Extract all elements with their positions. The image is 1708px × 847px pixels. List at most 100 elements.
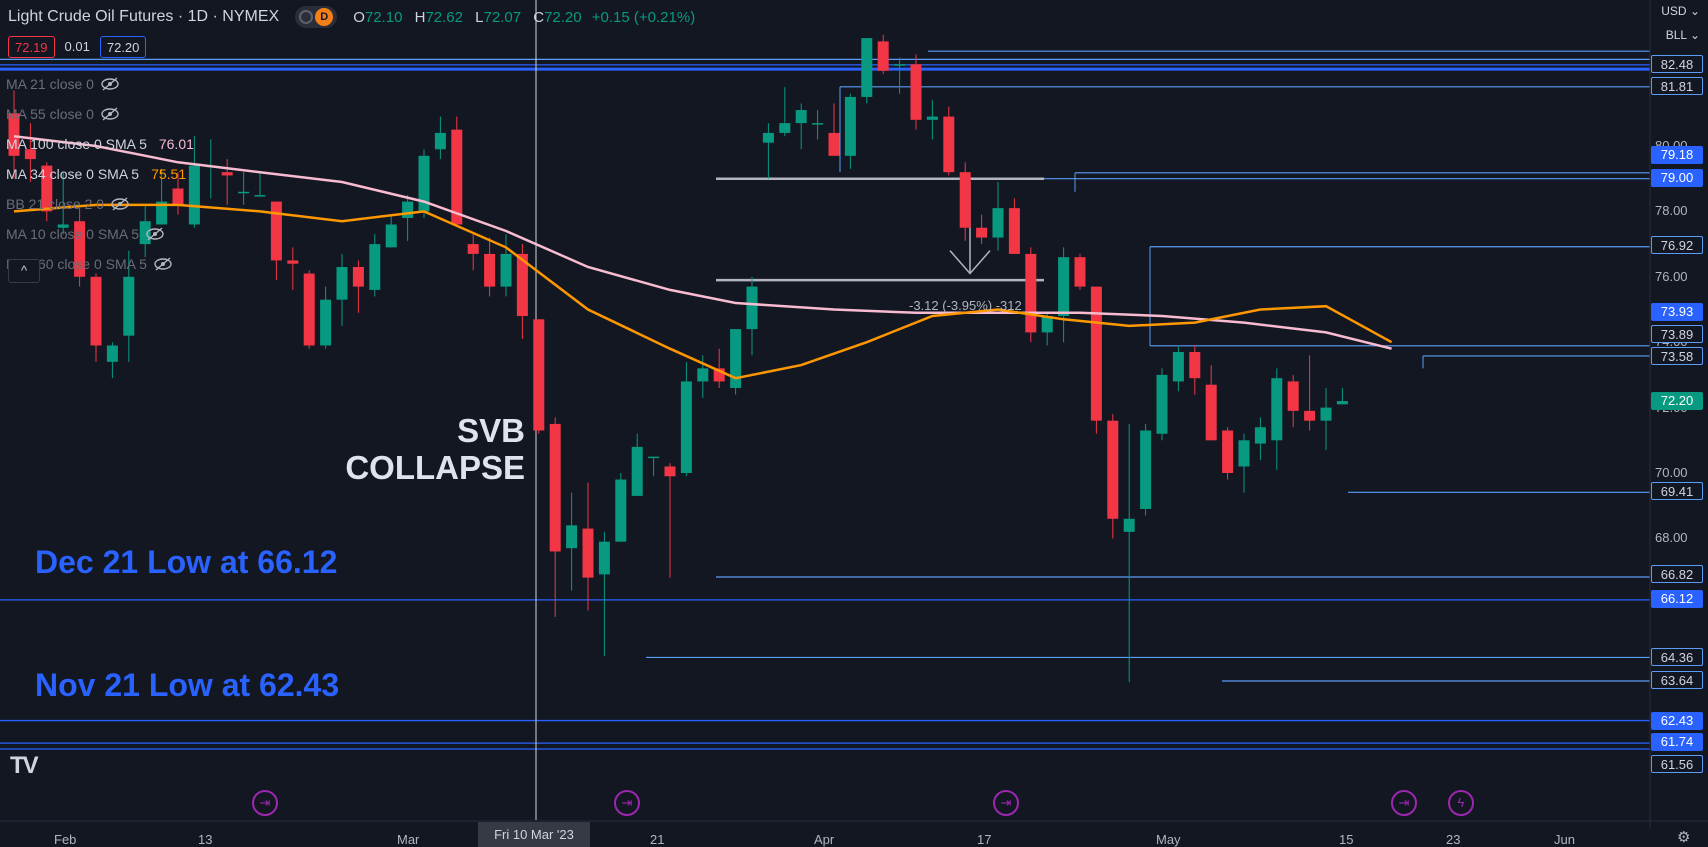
lightning-event-icon[interactable]: ϟ: [1448, 790, 1474, 816]
price-level-label[interactable]: 79.18: [1651, 146, 1703, 164]
indicator-row[interactable]: MA 260 close 0 SMA 5: [6, 256, 173, 272]
price-chart[interactable]: [0, 0, 1708, 829]
svb-line-2: COLLAPSE: [345, 449, 525, 486]
candle-body: [156, 201, 168, 225]
hidden-eye-icon[interactable]: [153, 257, 173, 271]
indicator-row[interactable]: MA 34 close 0 SMA 5 75.51: [6, 166, 186, 182]
price-level-label[interactable]: 81.81: [1651, 77, 1703, 95]
hidden-eye-icon[interactable]: [110, 197, 130, 211]
candle-body: [861, 38, 873, 97]
candle-body: [24, 149, 36, 160]
price-level-label[interactable]: 61.74: [1651, 733, 1703, 751]
candle-body: [1090, 286, 1102, 421]
candle-body: [418, 155, 430, 212]
high-value: 72.62: [425, 8, 463, 26]
delayed-badge: D: [315, 8, 334, 26]
candle-body: [1205, 384, 1217, 441]
open-label: O: [353, 8, 365, 26]
candle-body: [795, 110, 807, 124]
time-tick-label: 23: [1446, 832, 1461, 847]
candle-body: [1287, 381, 1299, 411]
candle-body: [385, 224, 397, 248]
indicator-label: MA 34 close 0 SMA 5: [6, 166, 140, 182]
price-level-label[interactable]: 61.56: [1651, 755, 1703, 773]
price-level-label[interactable]: 76.92: [1651, 236, 1703, 254]
price-level-label[interactable]: 64.36: [1651, 648, 1703, 666]
candle-body: [680, 381, 692, 473]
indicator-row[interactable]: BB 21 close 2 0: [6, 196, 130, 212]
candle-body: [582, 528, 594, 578]
price-level-label[interactable]: 79.00: [1651, 169, 1703, 187]
sell-button[interactable]: 72.19: [8, 36, 55, 58]
buy-button[interactable]: 72.20: [99, 36, 147, 58]
candle-body: [320, 299, 332, 346]
chevron-down-icon: ⌄: [1689, 28, 1700, 42]
candle-body: [516, 253, 528, 317]
candle-body: [467, 244, 479, 254]
candle-body: [566, 525, 578, 549]
candle-body: [1320, 407, 1332, 421]
collapse-legend-button[interactable]: ^: [8, 259, 40, 283]
candle-body: [1172, 352, 1184, 382]
dec-low-annotation: Dec 21 Low at 66.12: [35, 544, 338, 580]
indicator-row[interactable]: MA 10 close 0 SMA 5: [6, 226, 165, 242]
candle-body: [188, 165, 200, 225]
market-status-icon: [299, 10, 314, 24]
economic-event-icon[interactable]: ⇥: [614, 790, 640, 816]
economic-event-icon[interactable]: ⇥: [993, 790, 1019, 816]
candle-body: [434, 132, 446, 150]
settings-gear-icon[interactable]: ⚙: [1677, 829, 1691, 846]
candle-body: [1041, 316, 1053, 333]
tradingview-logo[interactable]: TV: [10, 752, 39, 779]
candle-body: [74, 221, 86, 277]
ma34-line: [13, 203, 1393, 380]
indicator-row[interactable]: MA 21 close 0: [6, 76, 120, 92]
ma100-line: [13, 134, 1392, 350]
candle-body: [812, 123, 824, 125]
unit-label: BLL: [1665, 28, 1687, 42]
price-level-label[interactable]: 63.64: [1651, 671, 1703, 689]
data-status: D: [295, 6, 338, 28]
price-level-label[interactable]: 73.58: [1651, 347, 1703, 365]
price-level-label[interactable]: 73.93: [1651, 303, 1703, 321]
currency-selector[interactable]: USD ⌄: [1661, 4, 1700, 18]
candle-body: [1074, 257, 1086, 287]
hidden-eye-icon[interactable]: [145, 227, 165, 241]
measure-arrow-head: [949, 250, 991, 275]
indicator-label: MA 10 close 0 SMA 5: [6, 226, 140, 242]
candle-body: [500, 253, 512, 287]
price-tick-label: 76.00: [1655, 268, 1688, 284]
time-tick-label: 15: [1339, 832, 1354, 847]
indicator-row[interactable]: MA 55 close 0: [6, 106, 120, 122]
candle-body: [910, 64, 922, 120]
candle-body: [615, 479, 627, 542]
hidden-eye-icon[interactable]: [100, 77, 120, 91]
time-tick-label: Jun: [1554, 832, 1575, 847]
candle-body: [484, 253, 496, 287]
price-level-label[interactable]: 82.48: [1651, 55, 1703, 73]
candle-body: [402, 201, 414, 218]
indicator-label: MA 100 close 0 SMA 5: [6, 136, 147, 152]
unit-selector[interactable]: BLL ⌄: [1666, 28, 1700, 42]
economic-event-icon[interactable]: ⇥: [1391, 790, 1417, 816]
spread-value: 0.01: [64, 39, 90, 54]
candle-body: [336, 266, 348, 300]
time-tick-label: Feb: [54, 832, 77, 847]
hidden-eye-icon[interactable]: [100, 107, 120, 121]
candle-body: [943, 116, 955, 173]
symbol-title[interactable]: Light Crude Oil Futures · 1D · NYMEX: [8, 8, 280, 25]
price-level-label[interactable]: 62.43: [1651, 712, 1703, 730]
price-level-label[interactable]: 66.82: [1651, 565, 1703, 583]
price-level-label[interactable]: 73.89: [1651, 325, 1703, 343]
price-level-label[interactable]: 69.41: [1651, 482, 1703, 500]
price-level-label[interactable]: 66.12: [1651, 590, 1703, 608]
economic-event-icon[interactable]: ⇥: [252, 790, 278, 816]
price-level-label[interactable]: 72.20: [1651, 392, 1703, 410]
indicator-label: MA 55 close 0: [6, 106, 94, 122]
indicator-label: MA 21 close 0: [6, 76, 94, 92]
candle-body: [270, 201, 282, 261]
indicator-row[interactable]: MA 100 close 0 SMA 5 76.01: [6, 136, 194, 152]
ohlc-values: O72.10 H72.62 L72.07 C72.20 +0.15 (+0.21…: [353, 9, 695, 26]
candle-body: [1271, 378, 1283, 441]
candle-body: [1254, 427, 1266, 444]
